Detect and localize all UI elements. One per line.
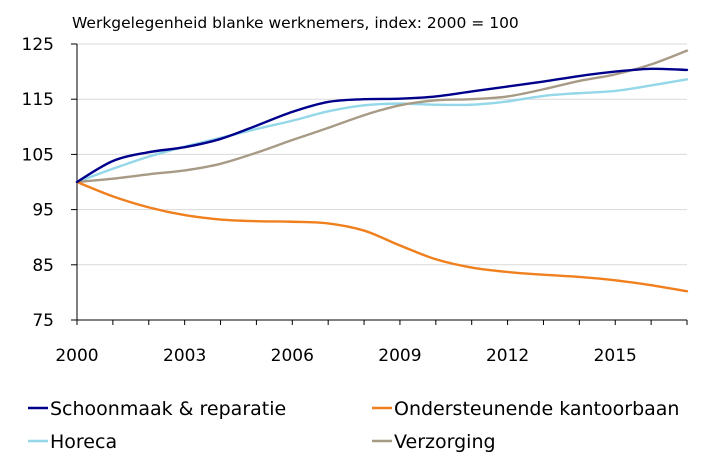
x-tick-label: 2009 — [378, 346, 421, 366]
y-tick-label: 115 — [22, 90, 54, 110]
x-tick-label: 2006 — [271, 346, 314, 366]
y-tick-label: 105 — [22, 145, 54, 165]
series-line-4 — [75, 49, 689, 184]
legend-item: Ondersteunende kantoorbaan — [372, 398, 679, 420]
x-tick-label: 2003 — [163, 346, 206, 366]
series-line-3 — [75, 78, 689, 184]
legend-item: Horeca — [28, 431, 117, 453]
y-tick-label: 75 — [32, 311, 54, 331]
x-axis: 2000 2003 2006 2009 2012 2015 — [55, 319, 688, 366]
chart-subtitle: Werkgelegenheid blanke werknemers, index… — [72, 14, 519, 32]
y-tick-label: 95 — [32, 201, 54, 221]
y-axis: 75 85 95 105 115 125 — [22, 35, 78, 331]
y-tick-label: 85 — [32, 256, 54, 276]
legend-label: Ondersteunende kantoorbaan — [394, 398, 679, 420]
legend-label: Verzorging — [394, 431, 496, 453]
x-tick-label: 2015 — [594, 346, 637, 366]
x-tick-label: 2000 — [55, 346, 98, 366]
x-tick-label: 2012 — [486, 346, 529, 366]
legend-label: Horeca — [50, 431, 117, 453]
legend-item: Schoonmaak & reparatie — [28, 398, 286, 420]
legend-item: Verzorging — [372, 431, 496, 453]
legend: Schoonmaak & reparatie Ondersteunende kan… — [28, 398, 679, 453]
series-lines — [75, 49, 689, 293]
legend-label: Schoonmaak & reparatie — [50, 398, 286, 420]
series-line-2 — [75, 180, 689, 293]
series-line-1 — [75, 67, 689, 184]
y-tick-label: 125 — [22, 35, 54, 55]
gridlines — [77, 43, 687, 266]
